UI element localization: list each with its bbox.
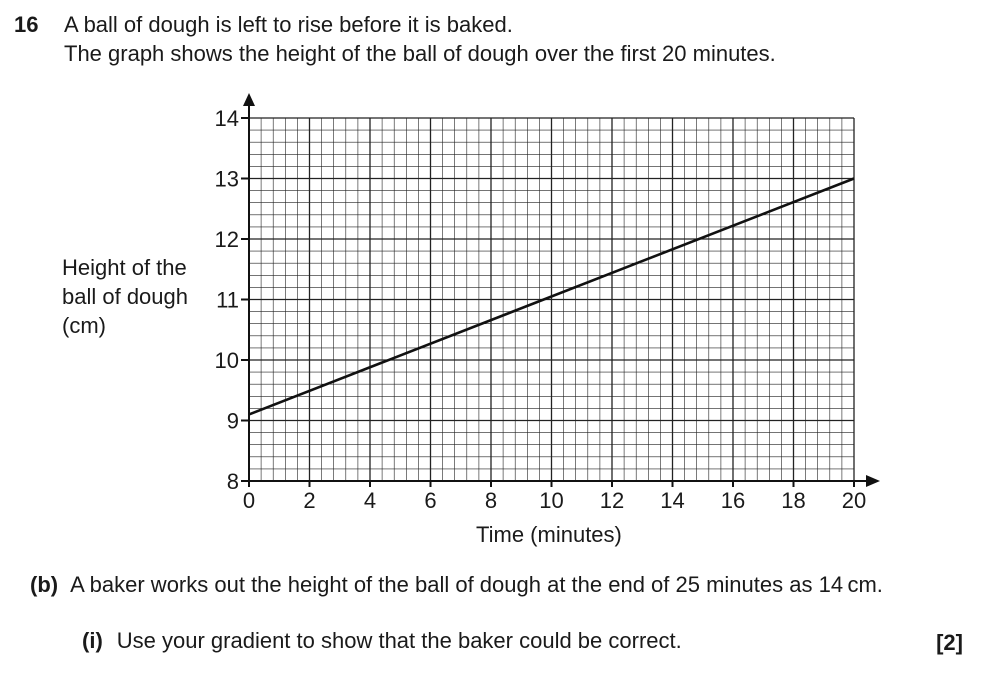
- y-axis-label-line-3: (cm): [62, 313, 106, 338]
- part-i-text: Use your gradient to show that the baker…: [116, 628, 682, 653]
- y-tick-label: 11: [216, 288, 239, 313]
- x-tick-label: 4: [364, 488, 376, 513]
- y-tick-label: 13: [215, 167, 239, 192]
- y-axis-label-line-2: ball of dough: [62, 284, 188, 309]
- question-line-2: The graph shows the height of the ball o…: [64, 41, 776, 66]
- y-tick-label: 12: [215, 227, 239, 252]
- x-axis-arrow: [866, 475, 880, 487]
- y-tick-label: 14: [215, 106, 239, 131]
- x-tick-label: 6: [424, 488, 436, 513]
- series-line: [248, 177, 855, 416]
- x-tick-label: 18: [781, 488, 805, 513]
- part-b-text: A baker works out the height of the ball…: [70, 572, 883, 597]
- part-b-label: (b): [30, 572, 59, 597]
- y-tick-label: 9: [227, 409, 239, 434]
- y-axis-arrow: [243, 93, 255, 106]
- question-number: 16: [14, 12, 39, 37]
- y-axis-label-line-1: Height of the: [62, 255, 187, 280]
- part-b: (b) A baker works out the height of the b…: [30, 572, 883, 598]
- y-axis-label: Height of the ball of dough (cm): [62, 253, 212, 340]
- x-tick-label: 14: [660, 488, 684, 513]
- x-tick-label: 0: [243, 488, 255, 513]
- y-tick-label: 8: [227, 469, 239, 494]
- x-tick-label: 8: [485, 488, 497, 513]
- x-tick-label: 10: [539, 488, 563, 513]
- question-line-1: A ball of dough is left to rise before i…: [64, 12, 513, 37]
- part-i-label: (i): [82, 628, 103, 653]
- marks-badge: [2]: [936, 630, 963, 655]
- x-tick-label: 20: [842, 488, 866, 513]
- x-tick-label: 16: [721, 488, 745, 513]
- x-axis-label: Time (minutes): [476, 522, 622, 547]
- part-i: (i) Use your gradient to show that the ba…: [82, 628, 682, 654]
- x-tick-label: 12: [600, 488, 624, 513]
- y-tick-label: 10: [215, 348, 239, 373]
- x-tick-label: 2: [303, 488, 315, 513]
